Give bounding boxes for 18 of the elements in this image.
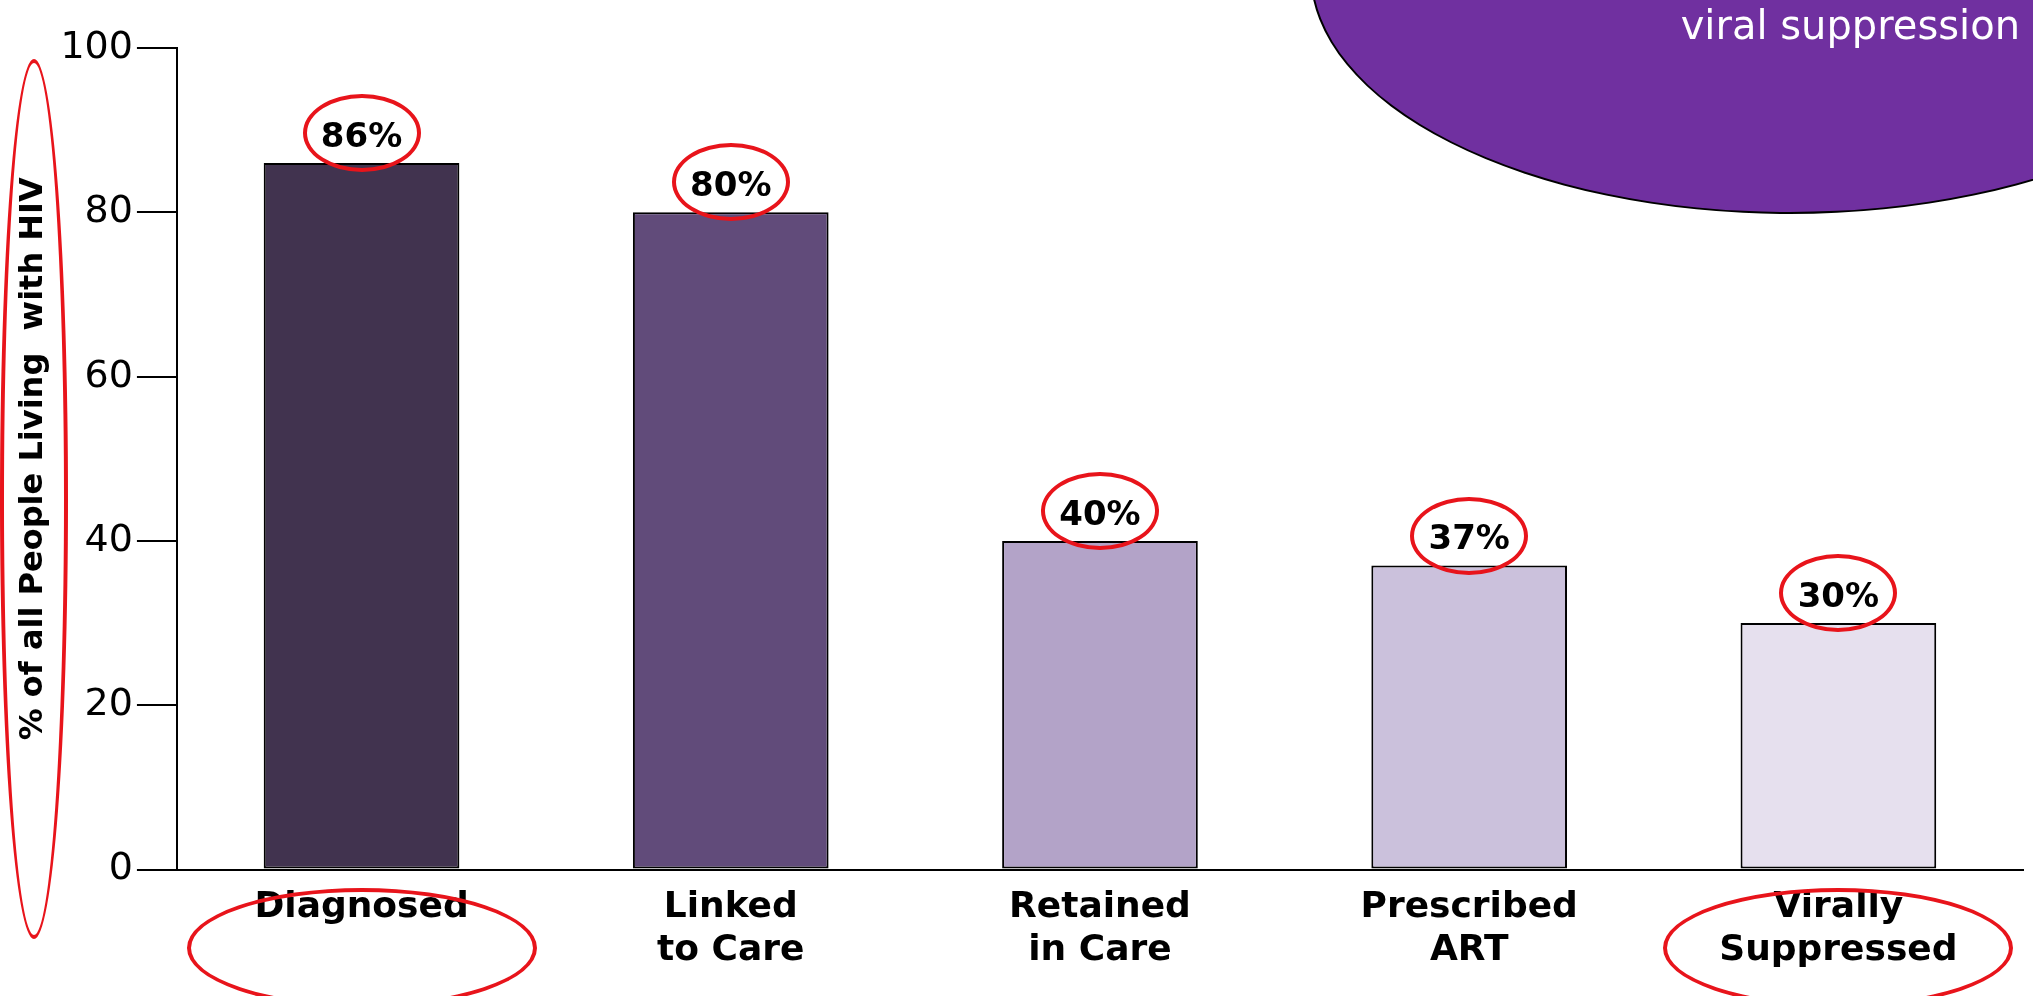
data-label: 30% <box>1797 574 1880 615</box>
x-tick-label: Retained in Care <box>1009 883 1191 968</box>
data-label: 37% <box>1428 517 1510 558</box>
data-label: 86% <box>320 114 403 155</box>
y-tick-label: 40 <box>84 515 133 560</box>
x-tick-label: Prescribed ART <box>1360 883 1578 968</box>
y-tick-label: 60 <box>84 351 133 396</box>
y-tick-label: 20 <box>84 680 133 725</box>
y-axis-title: % of all People Living with HIV <box>11 177 50 741</box>
x-tick-label: Diagnosed <box>254 883 469 925</box>
y-tick-label: 100 <box>60 22 133 67</box>
data-label: 80% <box>690 164 772 205</box>
y-tick-label: 0 <box>108 844 133 889</box>
x-tick-label: Linked to Care <box>657 883 805 968</box>
y-tick-label: 80 <box>84 187 133 232</box>
data-label: 40% <box>1059 492 1141 533</box>
annotation: viral suppression <box>1679 2 2020 48</box>
x-tick-label: Virally Suppressed <box>1719 883 1958 968</box>
